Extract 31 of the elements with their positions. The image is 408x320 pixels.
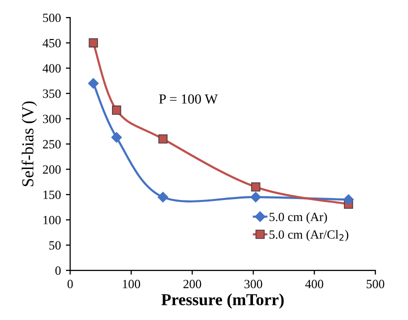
point: [343, 194, 354, 205]
y-tick-label: 50: [49, 241, 61, 250]
x-tick-label: 100: [122, 280, 140, 288]
legend-label: 5.0 cm (Ar/Cl$_{2}$): [270, 230, 348, 242]
legend-label: 5.0 cm (Ar): [270, 212, 327, 224]
y-tick-label: 200: [42, 165, 61, 174]
x-tick-label: 400: [305, 280, 324, 288]
y-tick-label: 350: [42, 89, 61, 98]
x-tick-label: 300: [244, 280, 262, 288]
point: [158, 192, 168, 202]
y-tick-label: 400: [42, 64, 61, 73]
y-tick-label: 450: [42, 38, 61, 48]
point: [251, 182, 260, 192]
y-tick-label: 500: [43, 14, 61, 22]
point: [158, 134, 168, 144]
point: [111, 132, 122, 143]
y-axis-title: Self-bias (V): [22, 101, 37, 186]
x-tick-label: 200: [183, 280, 202, 288]
point: [112, 106, 122, 115]
x-tick-label: 0: [68, 280, 73, 288]
y-tick-label: 150: [44, 190, 61, 200]
y-tick-label: 100: [44, 216, 61, 224]
point: [88, 38, 98, 48]
point: [250, 192, 262, 202]
y-tick-label: 0: [55, 266, 61, 275]
y-tick-label: 300: [42, 114, 61, 124]
x-axis-title: Pressure (mTorr): [161, 294, 284, 309]
annotation: P = 100 W: [159, 94, 218, 104]
y-tick-label: 250: [42, 140, 61, 148]
x-tick-label: 500: [366, 280, 384, 288]
point: [88, 78, 99, 89]
